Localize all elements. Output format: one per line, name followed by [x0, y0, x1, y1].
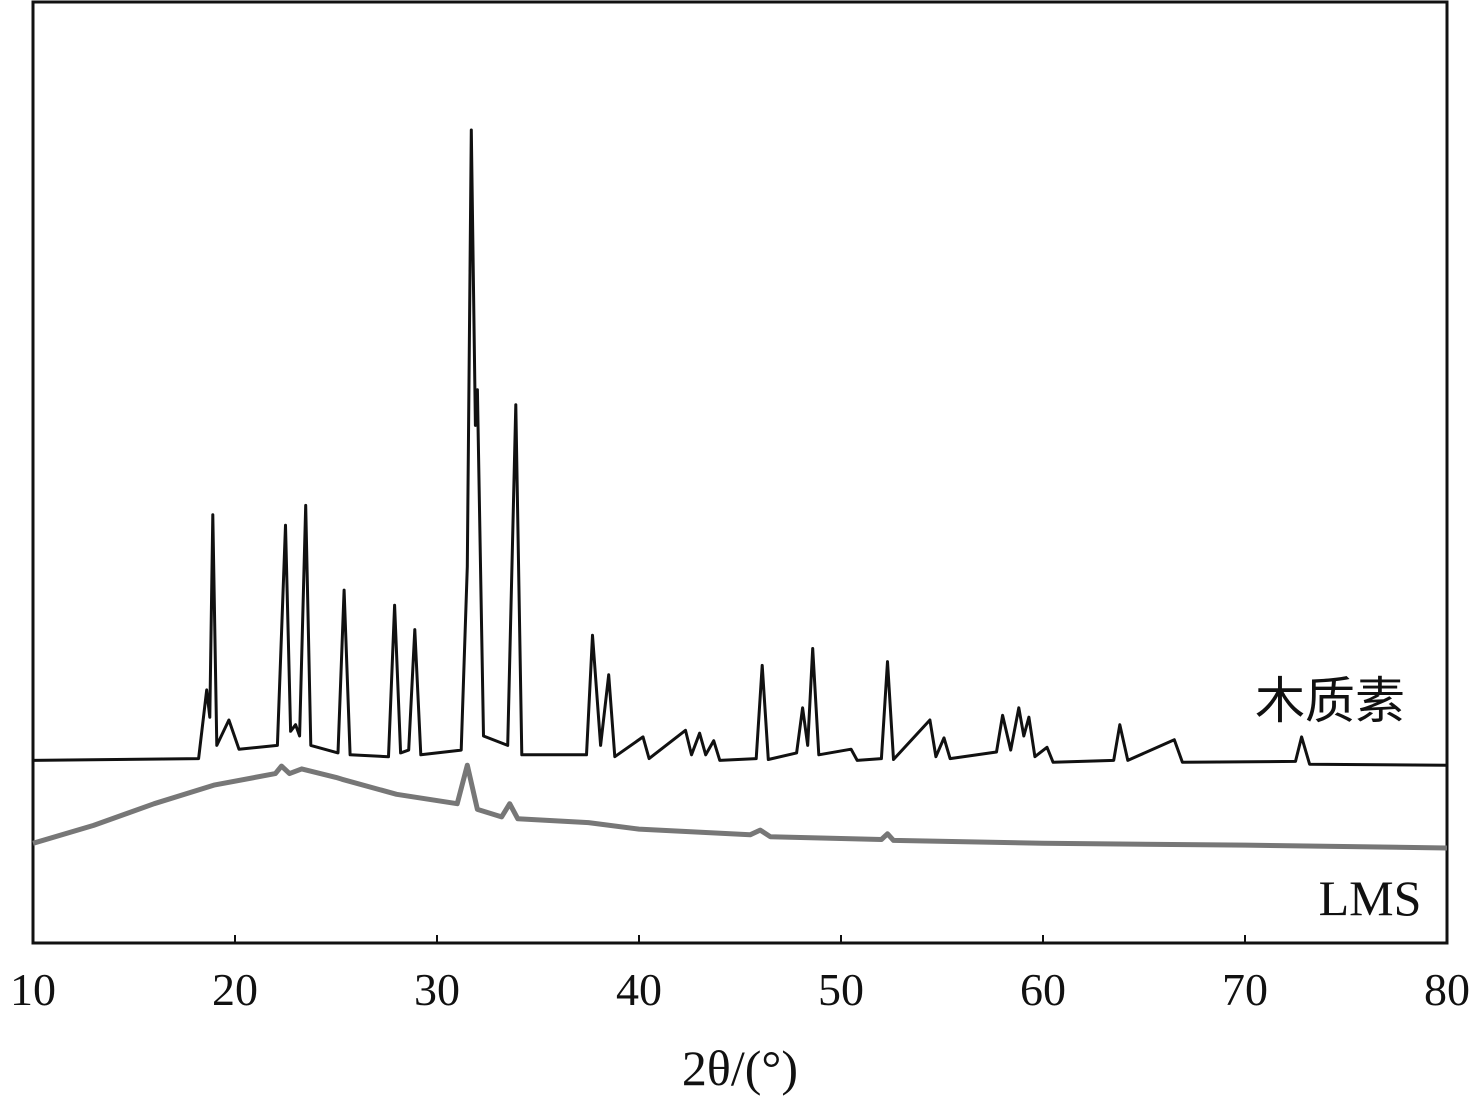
plot-frame [31, 0, 1449, 945]
x-tick-label: 70 [1222, 964, 1268, 1015]
x-tick-label: 80 [1424, 964, 1470, 1015]
x-tick-label: 20 [212, 964, 258, 1015]
x-tick-label: 30 [414, 964, 460, 1015]
x-tick-label: 10 [10, 964, 56, 1015]
x-tick-label: 60 [1020, 964, 1066, 1015]
x-tick-label: 50 [818, 964, 864, 1015]
series-line [32, 128, 1448, 767]
x-axis-label: 2θ/(°) [682, 1040, 798, 1096]
series-line [32, 762, 1448, 851]
series-label: LMS [1319, 870, 1422, 926]
x-tick-label: 40 [616, 964, 662, 1015]
series-label: 木质素 [1255, 673, 1405, 729]
